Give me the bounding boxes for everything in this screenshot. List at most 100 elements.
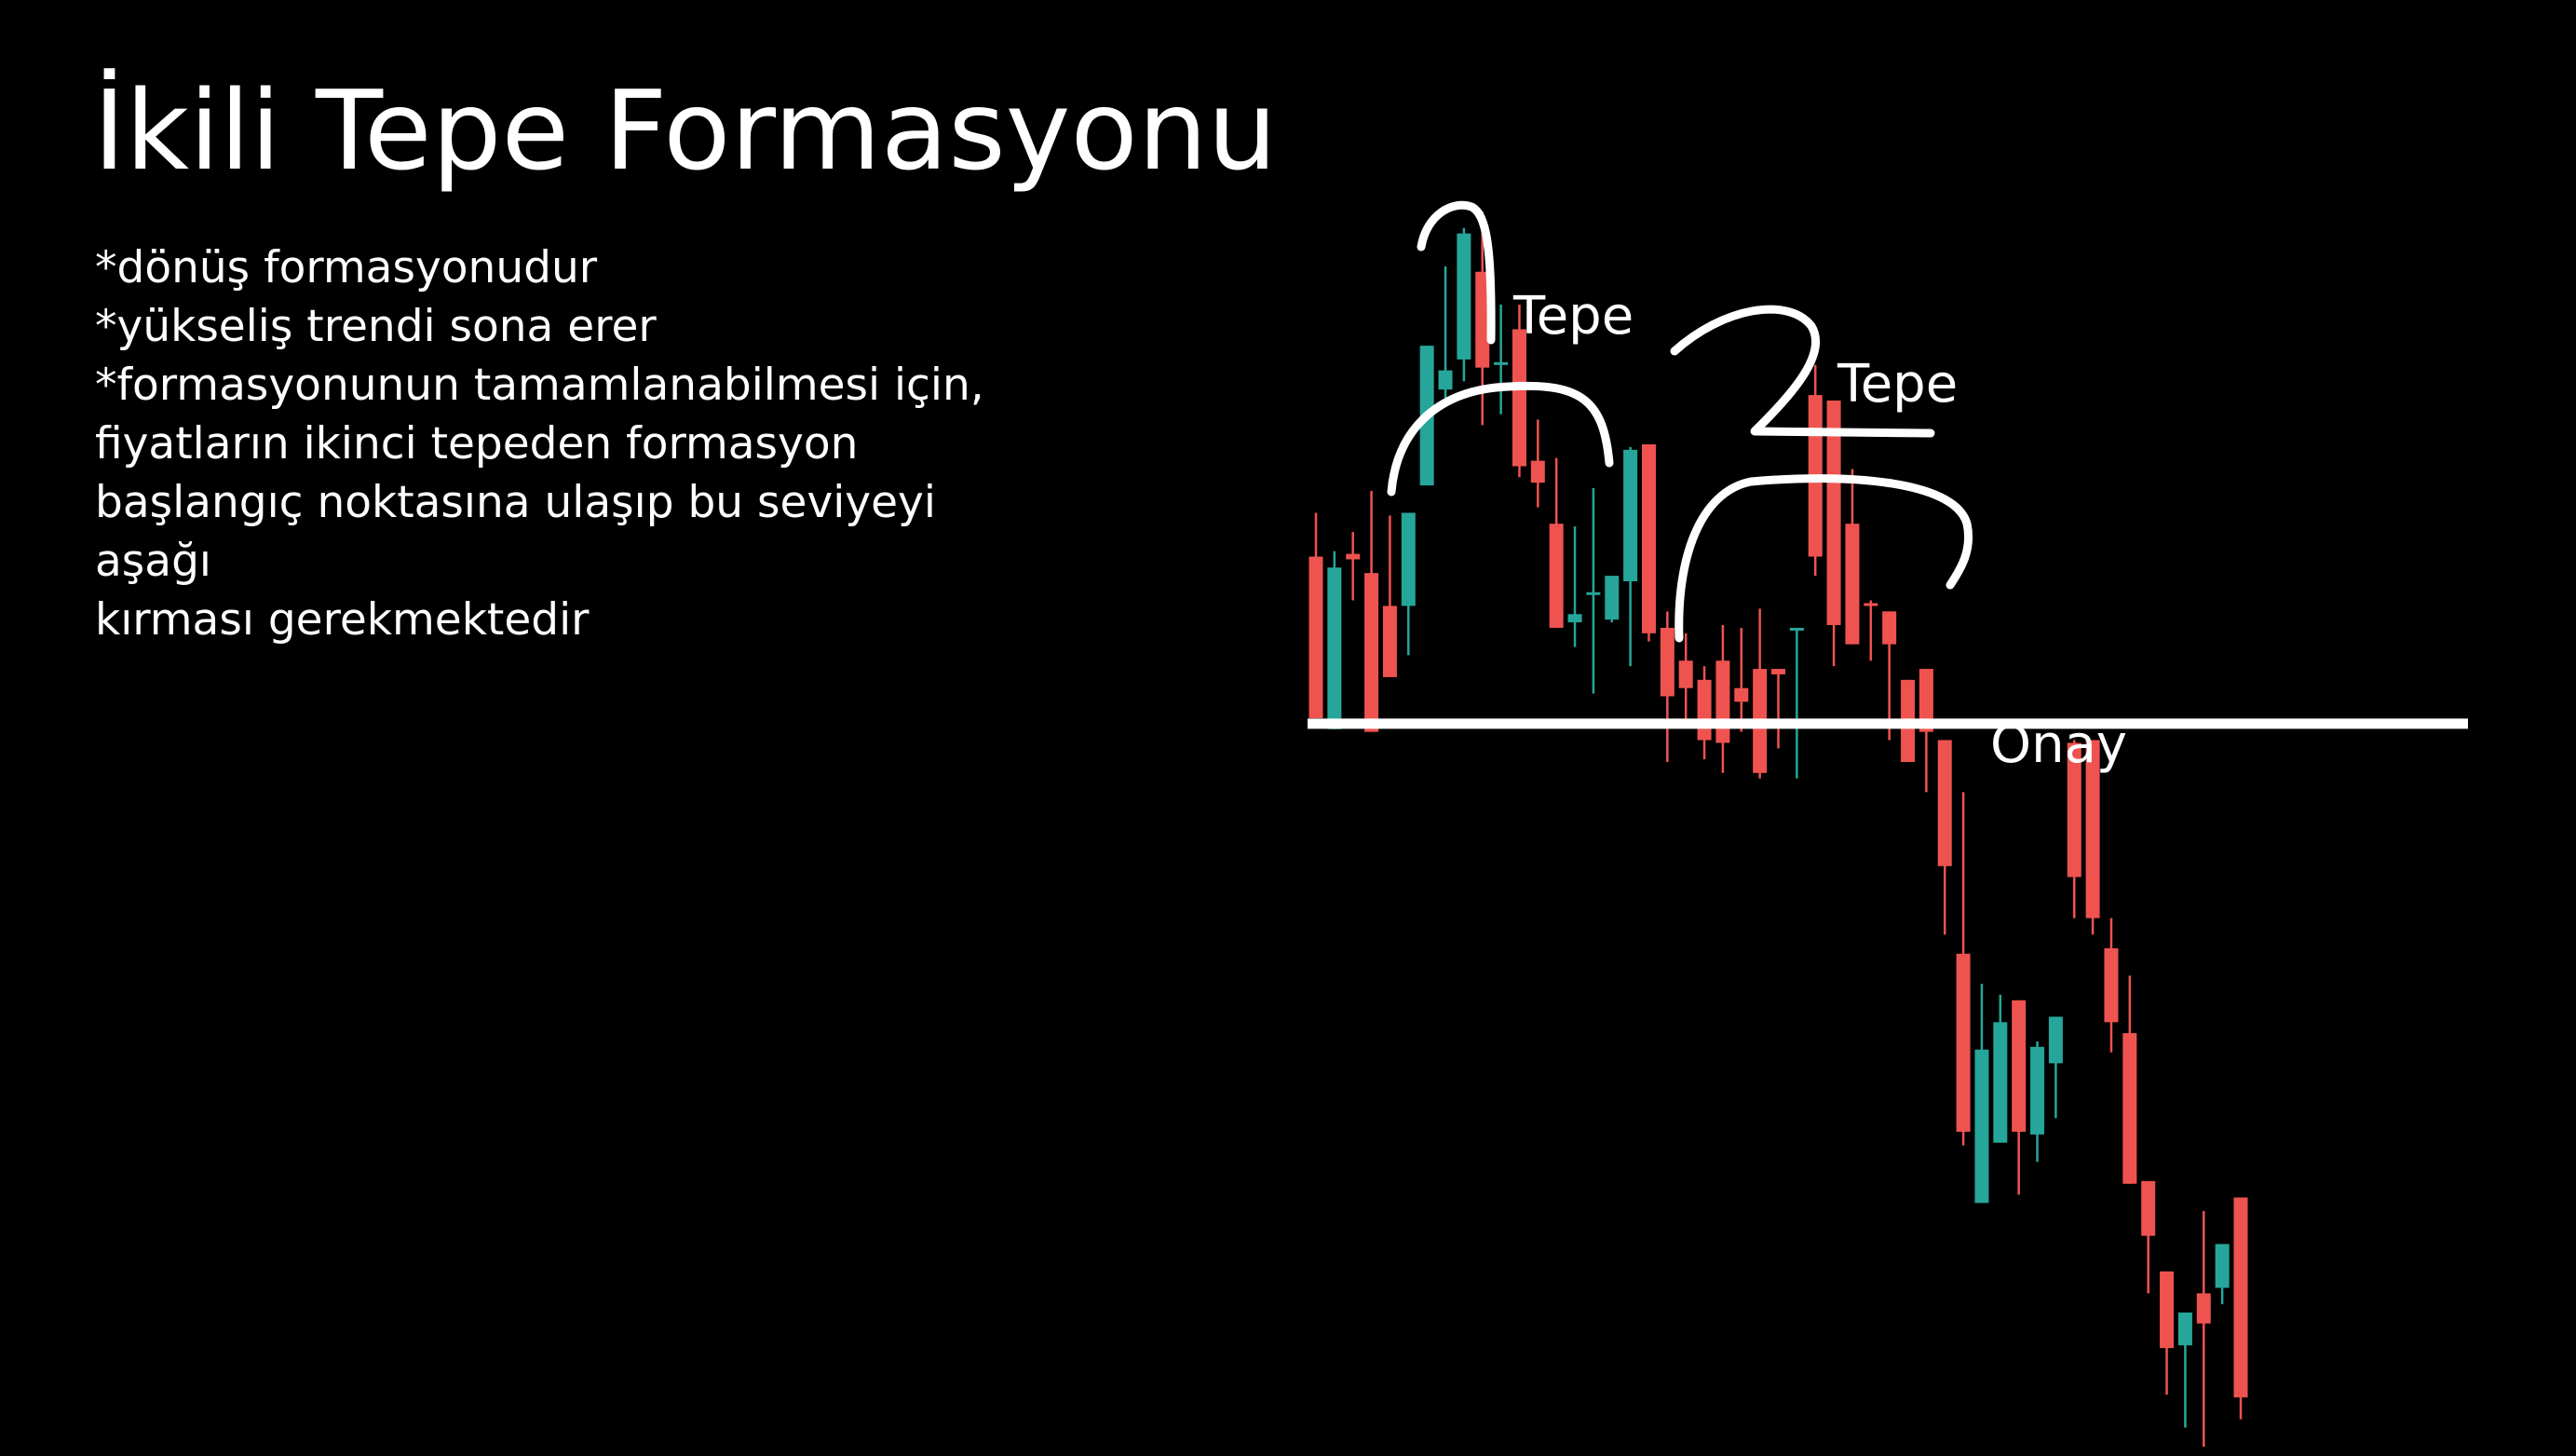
candle-18	[1623, 446, 1638, 667]
candle-36	[1956, 792, 1971, 1146]
candle-body	[2085, 740, 2100, 919]
peak1-arc	[1387, 381, 1614, 497]
candle-41	[2048, 1016, 2063, 1119]
candle-31	[1864, 600, 1878, 661]
candle-body	[2104, 947, 2119, 1023]
candle-5	[1382, 515, 1397, 677]
candle-body	[1678, 660, 1693, 688]
candle-body	[1660, 627, 1674, 697]
candle-29	[1826, 400, 1841, 667]
candle-body	[1346, 553, 1361, 560]
candle-4	[1364, 490, 1379, 732]
candle-body	[1494, 361, 1509, 365]
candle-35	[1937, 740, 1952, 935]
bullet-line-6: aşağı	[95, 536, 211, 587]
candle-body	[2122, 1033, 2137, 1184]
candle-40	[2030, 1041, 2045, 1163]
candle-15	[1567, 526, 1582, 647]
candle-38	[1993, 994, 2008, 1143]
candle-28	[1808, 364, 1823, 577]
candle-body	[1789, 627, 1804, 631]
peak1-number-drawing	[1417, 200, 1496, 345]
candle-42	[2067, 740, 2081, 919]
bullet-line-7: kırması gerekmektedir	[95, 594, 590, 646]
candle-body	[1364, 573, 1379, 732]
candle-44	[2104, 918, 2119, 1053]
candle-3	[1346, 532, 1361, 601]
candle-body	[1401, 512, 1416, 606]
candle-25	[1753, 608, 1768, 779]
bullet-list: *dönüş formasyonudur *yükseliş trendi so…	[95, 238, 984, 649]
page-title: İkili Tepe Formasyonu	[93, 66, 1278, 195]
candle-body	[1845, 524, 1860, 645]
candle-16	[1586, 488, 1601, 694]
peak1-label: Tepe	[1513, 286, 1634, 347]
bullet-line-4: fiyatların ikinci tepeden formasyon	[95, 418, 859, 469]
candles-layer	[1308, 211, 2248, 1448]
peak2-number-drawing	[1670, 305, 1935, 438]
candle-49	[2196, 1211, 2211, 1448]
candle-body	[1567, 614, 1582, 623]
candle-body	[1882, 611, 1897, 645]
candle-body	[1715, 660, 1730, 743]
candle-body	[2030, 1046, 2045, 1135]
candle-body	[1734, 687, 1749, 702]
candle-26	[1771, 669, 1785, 749]
candle-8	[1438, 265, 1453, 403]
candle-43	[2085, 740, 2100, 935]
bullet-line-3: *formasyonunun tamamlanabilmesi için,	[95, 360, 984, 411]
peak2-arc	[1674, 474, 1973, 643]
candle-body	[1382, 606, 1397, 677]
candle-body	[1530, 460, 1545, 483]
candle-46	[2141, 1180, 2156, 1294]
candle-17	[1605, 576, 1620, 623]
candle-12	[1512, 305, 1526, 478]
candle-body	[2067, 742, 2081, 878]
candle-20	[1660, 611, 1674, 763]
candle-body	[1475, 271, 1490, 368]
candle-body	[1974, 1049, 1989, 1204]
candle-body	[1586, 592, 1601, 595]
candle-22	[1697, 666, 1712, 760]
candle-body	[1864, 603, 1878, 606]
candle-body	[1623, 449, 1638, 581]
candle-body	[1918, 669, 1933, 732]
bullet-line-2: *yükseliş trendi sona erer	[95, 301, 657, 352]
candle-body	[1605, 576, 1620, 620]
candle-21	[1678, 633, 1693, 724]
peak2-label: Tepe	[1837, 354, 1959, 415]
candle-body	[2141, 1180, 2156, 1236]
candle-body	[1457, 233, 1471, 360]
candle-body	[1438, 370, 1453, 390]
candle-23	[1715, 625, 1730, 773]
candle-27	[1789, 627, 1804, 779]
candle-body	[2048, 1016, 2063, 1064]
bullet-line-1: *dönüş formasyonudur	[95, 242, 598, 293]
candle-body	[1308, 556, 1323, 718]
candle-14	[1549, 457, 1564, 628]
candle-body	[2177, 1312, 2192, 1346]
candle-6	[1401, 512, 1416, 656]
candle-50	[2215, 1244, 2230, 1305]
confirm-label: Onay	[1990, 714, 2128, 775]
candle-body	[1826, 400, 1841, 626]
candle-45	[2122, 975, 2137, 1184]
candle-body	[1771, 669, 1785, 674]
candle-37	[1974, 984, 1989, 1204]
candle-48	[2177, 1312, 2192, 1428]
candle-body	[2196, 1293, 2211, 1324]
candle-body	[1327, 567, 1342, 729]
candle-51	[2233, 1197, 2248, 1420]
candle-11	[1494, 305, 1509, 415]
candle-body	[1549, 524, 1564, 628]
candle-body	[1697, 679, 1712, 741]
candle-body	[1937, 740, 1952, 866]
candle-body	[1641, 443, 1656, 633]
candle-47	[2160, 1271, 2175, 1395]
candle-39	[2012, 1000, 2027, 1195]
candle-2	[1327, 551, 1342, 729]
candle-body	[2012, 1000, 2027, 1132]
bullet-line-5: başlangıç noktasına ulaşıp bu seviyeyi	[95, 477, 936, 528]
candle-body	[1993, 1022, 2008, 1143]
